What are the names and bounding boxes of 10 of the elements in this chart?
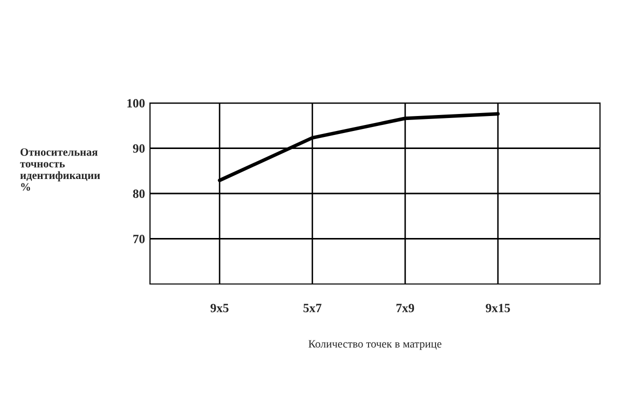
x-tick-label: 7x9: [396, 304, 414, 312]
y-tick-label: 80: [133, 190, 145, 198]
y-tick-label: 70: [133, 234, 145, 244]
x-axis-title: Количество точек в матрице: [308, 340, 442, 350]
y-tick-label: 100: [127, 99, 145, 108]
x-tick-label: 5x7: [303, 304, 322, 312]
x-tick-label: 9x5: [210, 304, 229, 312]
x-tick-label: 9x15: [486, 304, 510, 312]
y-tick-label: 90: [132, 144, 145, 153]
y-axis-title: Относительная точность идентификации %: [20, 148, 100, 191]
